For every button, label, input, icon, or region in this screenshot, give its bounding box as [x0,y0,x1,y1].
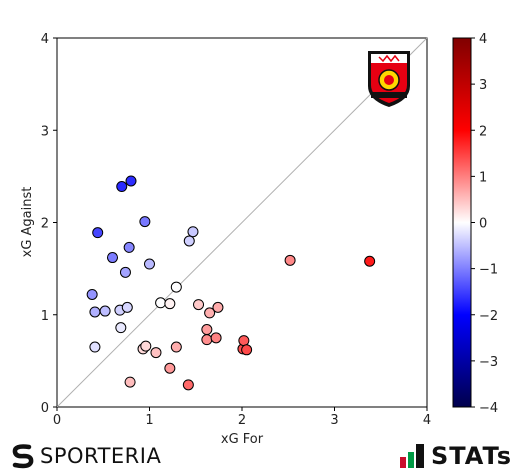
scatter-point [123,241,135,253]
scatter-point [124,376,136,388]
scatter-point [170,281,182,293]
stats-bars-icon [400,444,425,468]
scatter-point [115,322,127,334]
y-tick-label: 4 [41,32,49,47]
scatter-point [238,335,250,347]
scatter-point [364,255,376,267]
scatter-point [193,299,205,311]
sporteria-wordmark: SPORTERIA [40,444,162,468]
x-tick-label: 3 [330,413,338,428]
scatter-point [89,341,101,353]
x-tick-label: 1 [145,413,153,428]
y-tick-label: 1 [41,309,49,324]
scatter-point [140,340,152,352]
colorbar-tick-label: −3 [479,355,498,370]
y-tick-label: 3 [41,124,49,139]
x-axis-ticks: 0 1 2 3 4 [53,407,431,428]
data-points [86,175,376,391]
scatter-point [201,324,213,336]
club-crest-icon [368,51,410,107]
x-tick-label: 4 [423,413,431,428]
colorbar [452,37,472,408]
scatter-point [125,175,137,187]
colorbar-tick-label: 2 [479,124,487,139]
scatter-point [86,288,98,300]
colorbar-ticks: −4 −3 −2 −1 0 1 2 3 4 [471,32,498,416]
scatter-point [155,297,167,309]
y-tick-label: 2 [41,217,49,232]
colorbar-tick-label: 1 [479,170,487,185]
scatter-point [201,334,213,346]
scatter-point [170,341,182,353]
y-axis-label: xG Against [20,187,35,258]
colorbar-tick-label: −2 [479,309,498,324]
colorbar-tick-label: 0 [479,217,487,232]
scatter-point [182,379,194,391]
scatter-point [107,252,118,264]
scatter-point [99,305,111,317]
scatter-point [204,307,216,319]
colorbar-tick-label: 3 [479,78,487,93]
scatter-point [121,301,133,313]
y-axis-ticks: 0 1 2 3 4 [41,32,57,416]
diagonal-reference-line [56,37,428,408]
scatter-point [150,347,162,359]
x-axis-label: xG For [221,432,264,447]
colorbar-tick-label: −1 [479,263,498,278]
scatter-point [284,254,296,266]
sporteria-mark-icon [12,444,34,469]
scatter-point [92,227,104,239]
scatter-point [241,344,253,356]
scatter-point [89,306,101,318]
scatter-point [210,332,222,344]
stats-logo: STATs [399,441,512,471]
sporteria-logo: SPORTERIA [10,441,161,471]
x-tick-label: 2 [238,413,246,428]
scatter-point [183,235,195,247]
colorbar-tick-label: −4 [479,401,498,416]
x-tick-label: 0 [53,413,61,428]
y-tick-label: 0 [41,401,49,416]
scatter-point [144,258,155,270]
scatter-point [164,298,176,310]
colorbar-tick-label: 4 [479,32,487,47]
scatter-point [119,266,131,278]
scatter-point [139,216,151,228]
scatter-point [164,362,176,374]
scatter-point [187,226,199,238]
stats-wordmark: STATs [431,442,512,470]
scatter-point [212,301,224,313]
scatter-point [116,181,128,193]
